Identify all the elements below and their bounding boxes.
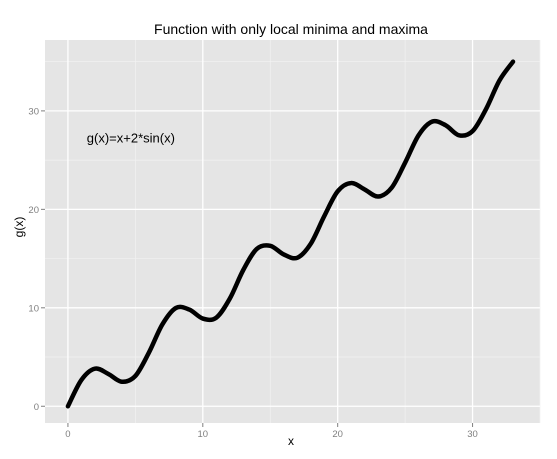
series-line bbox=[65, 59, 516, 409]
x-tick-label: 0 bbox=[65, 429, 70, 440]
annotation-layer: g(x)=x+2*sin(x) bbox=[87, 130, 175, 145]
plot-panel bbox=[45, 40, 540, 423]
y-axis-title: g(x) bbox=[12, 217, 26, 238]
y-tick-label: 20 bbox=[28, 205, 39, 216]
x-axis-title: x bbox=[288, 434, 294, 448]
chart-title: Function with only local minima and maxi… bbox=[154, 21, 428, 37]
function-annotation: g(x)=x+2*sin(x) bbox=[87, 130, 175, 145]
y-tick-label: 10 bbox=[28, 303, 39, 314]
x-axis-ticks: 0 10 20 30 bbox=[65, 423, 478, 440]
y-axis-ticks: 0 10 20 30 bbox=[28, 106, 45, 413]
x-tick-label: 10 bbox=[198, 429, 209, 440]
x-tick-label: 20 bbox=[332, 429, 343, 440]
series-layer bbox=[65, 59, 516, 409]
major-gridlines bbox=[45, 40, 540, 423]
y-tick-label: 30 bbox=[28, 106, 39, 117]
y-tick-label: 0 bbox=[34, 402, 39, 413]
x-tick-label: 30 bbox=[467, 429, 478, 440]
